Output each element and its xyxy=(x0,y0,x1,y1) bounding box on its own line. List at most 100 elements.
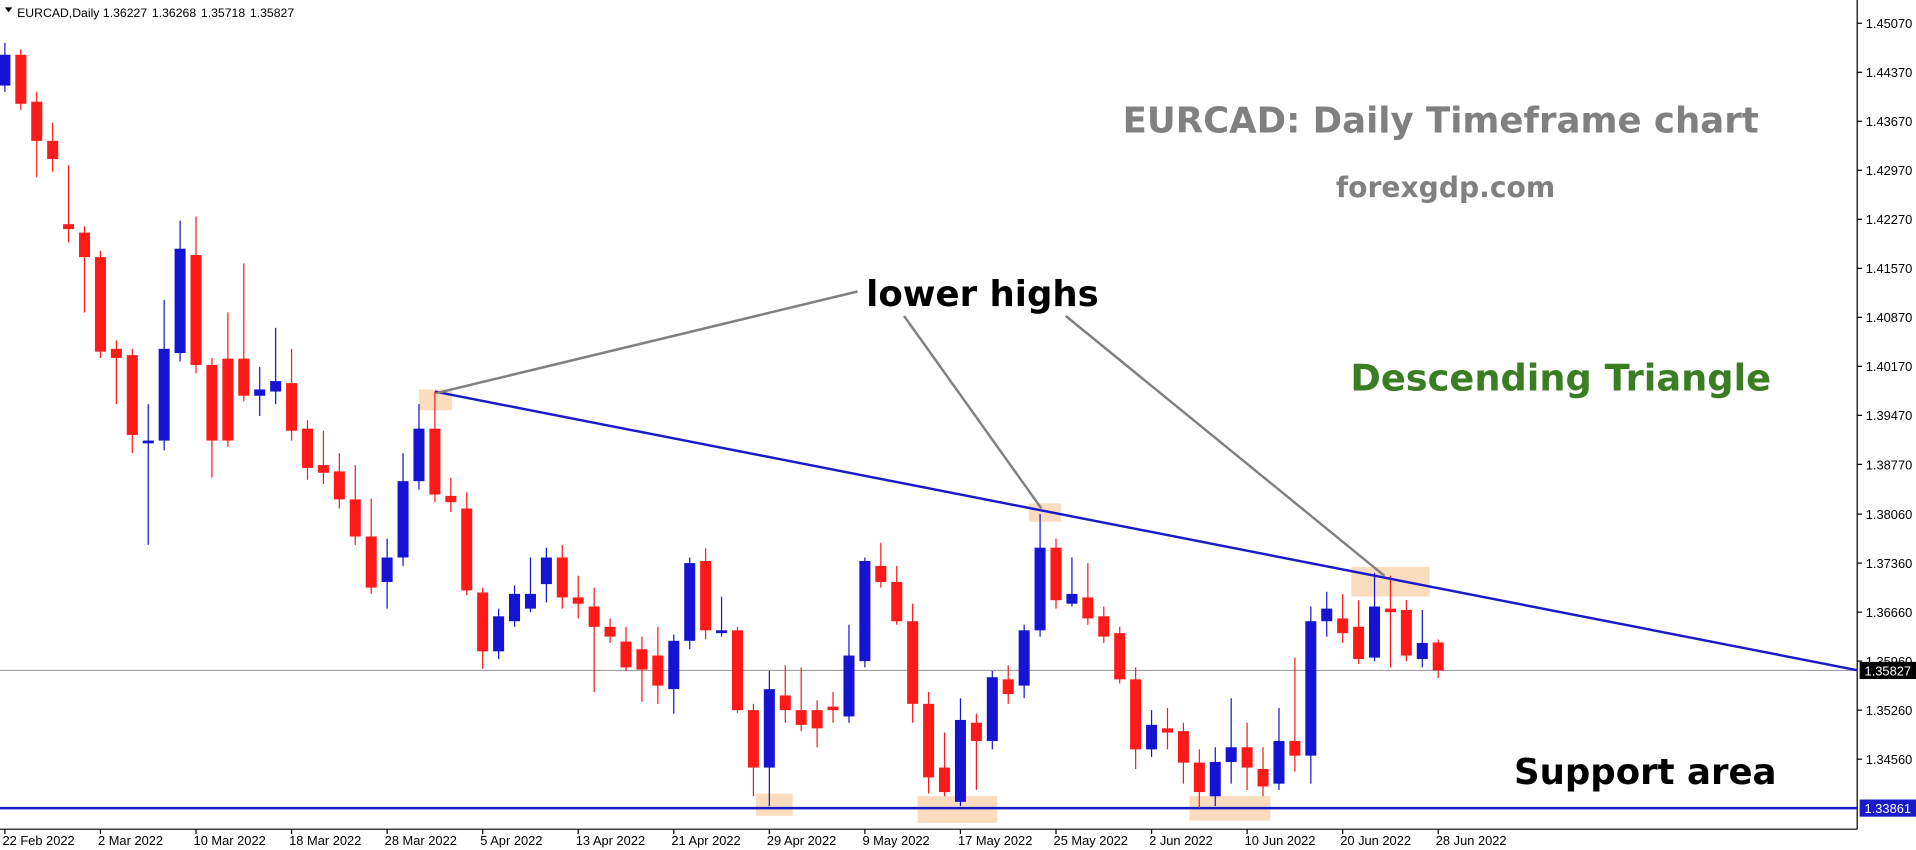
candle-body xyxy=(110,348,122,358)
candle-body xyxy=(493,616,505,652)
x-tick-label: 28 Jun 2022 xyxy=(1436,833,1507,848)
annotation: Descending Triangle xyxy=(1350,357,1771,400)
candle-body xyxy=(588,606,600,627)
candle-body xyxy=(1034,547,1046,631)
candle-body xyxy=(540,557,552,585)
candle-body xyxy=(142,440,154,444)
y-tick-label: 1.42970 xyxy=(1866,163,1912,178)
candle-body xyxy=(1432,642,1444,671)
y-tick-label: 1.38060 xyxy=(1866,507,1912,522)
candle-body xyxy=(684,563,696,641)
pointer xyxy=(435,290,858,395)
support-box xyxy=(1859,799,1916,817)
candle-body xyxy=(875,565,887,583)
candle-body xyxy=(397,481,409,558)
candle-body xyxy=(126,355,138,435)
pointer xyxy=(1065,315,1386,577)
x-tick-label: 10 Mar 2022 xyxy=(194,833,266,848)
candle-body xyxy=(891,582,903,622)
candle-body xyxy=(1146,724,1158,750)
candle-body xyxy=(1066,593,1078,604)
candle-body xyxy=(445,495,457,503)
y-tick-label: 1.39470 xyxy=(1866,408,1912,423)
annotation: lower highs xyxy=(866,274,1099,315)
candle-body xyxy=(1305,621,1317,756)
x-tick-label: 2 Jun 2022 xyxy=(1149,833,1213,848)
candle-body xyxy=(1209,761,1221,797)
y-tick-label: 1.36660 xyxy=(1866,605,1912,620)
x-tick-label: 9 May 2022 xyxy=(862,833,929,848)
candle-body xyxy=(222,358,234,441)
candle-body xyxy=(700,561,712,631)
candle-body xyxy=(1130,679,1142,750)
y-tick-label: 1.41570 xyxy=(1866,261,1912,276)
candle-body xyxy=(79,232,91,258)
candle-body xyxy=(1114,633,1126,680)
candle-body xyxy=(301,428,314,468)
candle-body xyxy=(970,722,982,741)
candle-body xyxy=(509,593,521,622)
candle-body xyxy=(620,641,632,668)
x-tick-label: 20 Jun 2022 xyxy=(1340,833,1411,848)
y-tick-label: 1.43670 xyxy=(1866,114,1912,129)
candle-body xyxy=(907,621,919,704)
candle-body xyxy=(1416,642,1428,660)
candle-body xyxy=(731,630,744,711)
candle-body xyxy=(1177,731,1189,763)
candle-body xyxy=(604,626,616,637)
candle-body xyxy=(429,428,441,495)
candle-body xyxy=(1002,679,1014,695)
candle-body xyxy=(1384,608,1396,613)
candle-body xyxy=(317,465,329,473)
candle-body xyxy=(365,536,377,588)
candle-body xyxy=(1225,747,1237,762)
candle-body xyxy=(716,630,728,634)
candle-body xyxy=(63,224,75,230)
candle-body xyxy=(333,471,345,500)
candle-body xyxy=(795,710,807,725)
header: EURCAD,Daily 1.36227 1.36268 1.35718 1.3… xyxy=(4,6,294,20)
candle-body xyxy=(1400,610,1412,656)
x-tick-label: 18 Mar 2022 xyxy=(289,833,361,848)
candle-body xyxy=(986,677,998,741)
candle-body xyxy=(668,640,680,690)
candle-body xyxy=(206,364,218,441)
candle-body xyxy=(286,383,298,431)
candle-body xyxy=(174,248,186,354)
candle-body xyxy=(1289,740,1301,756)
candle-body xyxy=(47,140,59,160)
y-tick-label: 1.40870 xyxy=(1866,310,1912,325)
header-close: 1.35827 xyxy=(250,6,294,20)
price-label: 1.35827 xyxy=(1865,663,1911,678)
highlight xyxy=(755,793,793,816)
candle-body xyxy=(381,557,393,583)
candle-body xyxy=(0,54,11,86)
chart-title: EURCAD: Daily Timeframe chart xyxy=(1123,100,1759,141)
candle-body xyxy=(1369,606,1381,658)
candle-body xyxy=(811,710,823,729)
y-tick-label: 1.40170 xyxy=(1866,359,1912,374)
candle-body xyxy=(1273,740,1285,784)
candle-body xyxy=(859,561,871,662)
symbol: EURCAD,Daily xyxy=(17,6,100,20)
candle-body xyxy=(843,655,855,717)
candle-body xyxy=(954,719,966,802)
candle-body xyxy=(477,592,489,652)
candle-body xyxy=(1193,762,1205,793)
y-tick-label: 1.35260 xyxy=(1866,703,1912,718)
support-label: 1.33861 xyxy=(1865,801,1911,816)
candle-body xyxy=(1353,626,1365,660)
x-tick-label: 25 May 2022 xyxy=(1054,833,1128,848)
x-tick-label: 2 Mar 2022 xyxy=(98,833,163,848)
candle-body xyxy=(238,358,250,396)
price-box xyxy=(1859,661,1916,680)
candle-body xyxy=(270,381,282,392)
candle-body xyxy=(939,767,951,793)
x-tick-label: 17 May 2022 xyxy=(958,833,1032,848)
candle-body xyxy=(1082,597,1094,619)
trendline xyxy=(434,390,1858,672)
pointer xyxy=(903,315,1043,509)
annotation: Support area xyxy=(1514,752,1777,793)
